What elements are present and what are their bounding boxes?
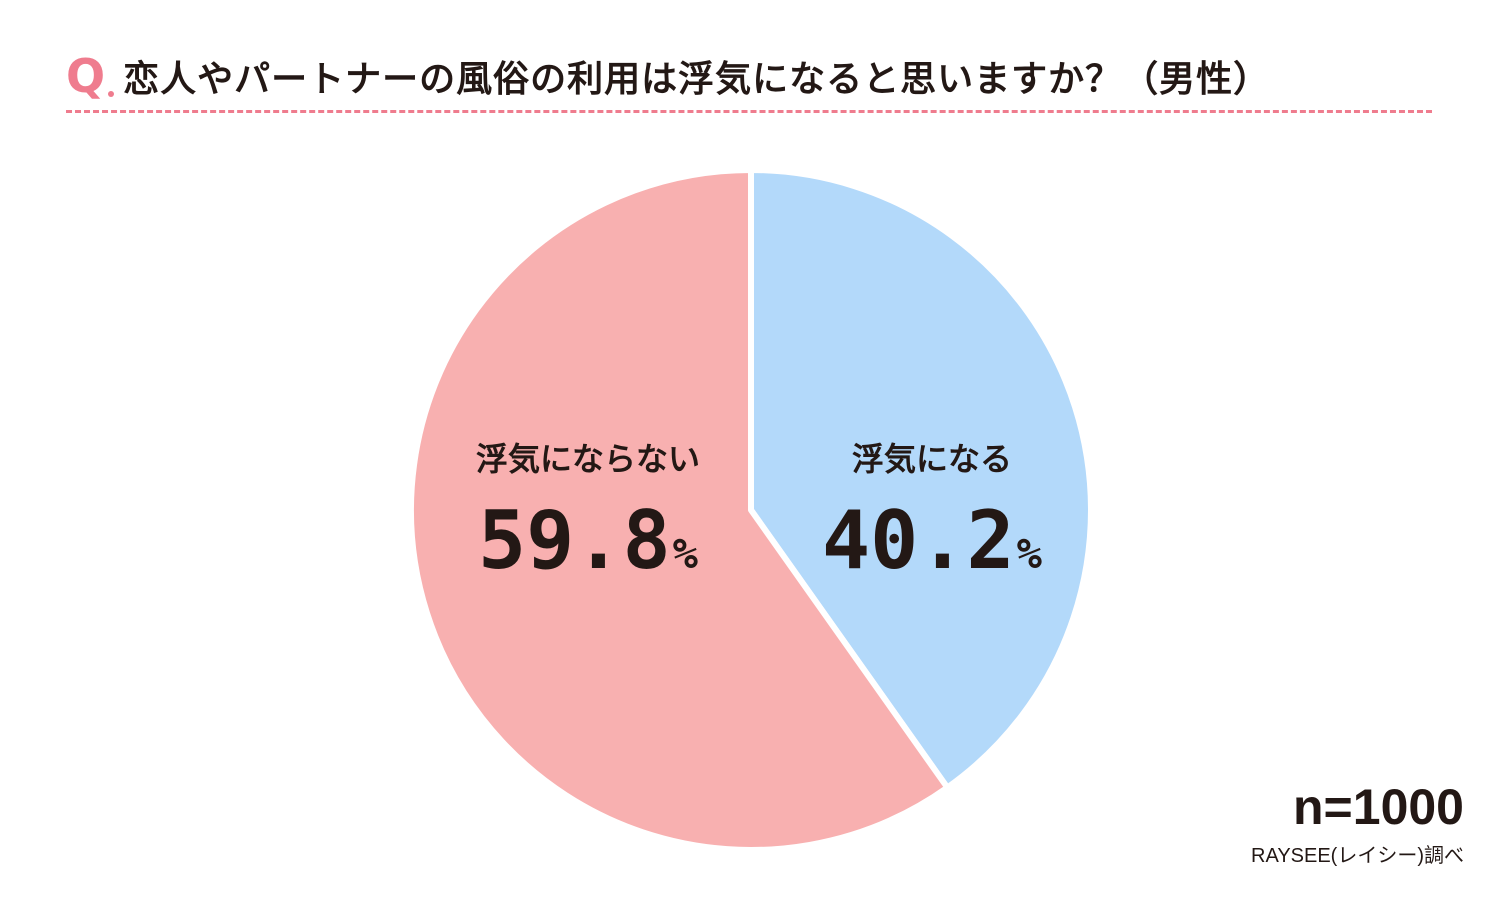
title-divider — [66, 110, 1432, 113]
chart-header: Q 恋人やパートナーの風俗の利用は浮気になると思いますか？（男性） — [66, 46, 1436, 106]
slice-label-1: 浮気になる — [852, 440, 1012, 478]
slice-value-unit-1: % — [1017, 529, 1042, 578]
question-mark-icon: Q — [66, 53, 115, 99]
slice-value-number-1: 40.2 — [822, 494, 1015, 587]
slice-value-unit-2: % — [673, 529, 698, 578]
question-mark-letter: Q — [66, 49, 106, 103]
slice-value-2: 59.8% — [478, 494, 698, 587]
pie-slice-2 — [408, 167, 951, 853]
slice-label-2: 浮気にならない — [476, 440, 700, 478]
chart-title: 恋人やパートナーの風俗の利用は浮気になると思いますか？（男性） — [123, 59, 1271, 100]
slice-value-1: 40.2% — [822, 494, 1042, 587]
source-credit: RAYSEE(レイシー)調べ — [1251, 845, 1464, 867]
pie-slice-1 — [748, 167, 1094, 791]
slice-value-number-2: 59.8 — [478, 494, 671, 587]
sample-size: n=1000 — [1293, 779, 1464, 835]
question-mark-dot — [108, 91, 115, 97]
